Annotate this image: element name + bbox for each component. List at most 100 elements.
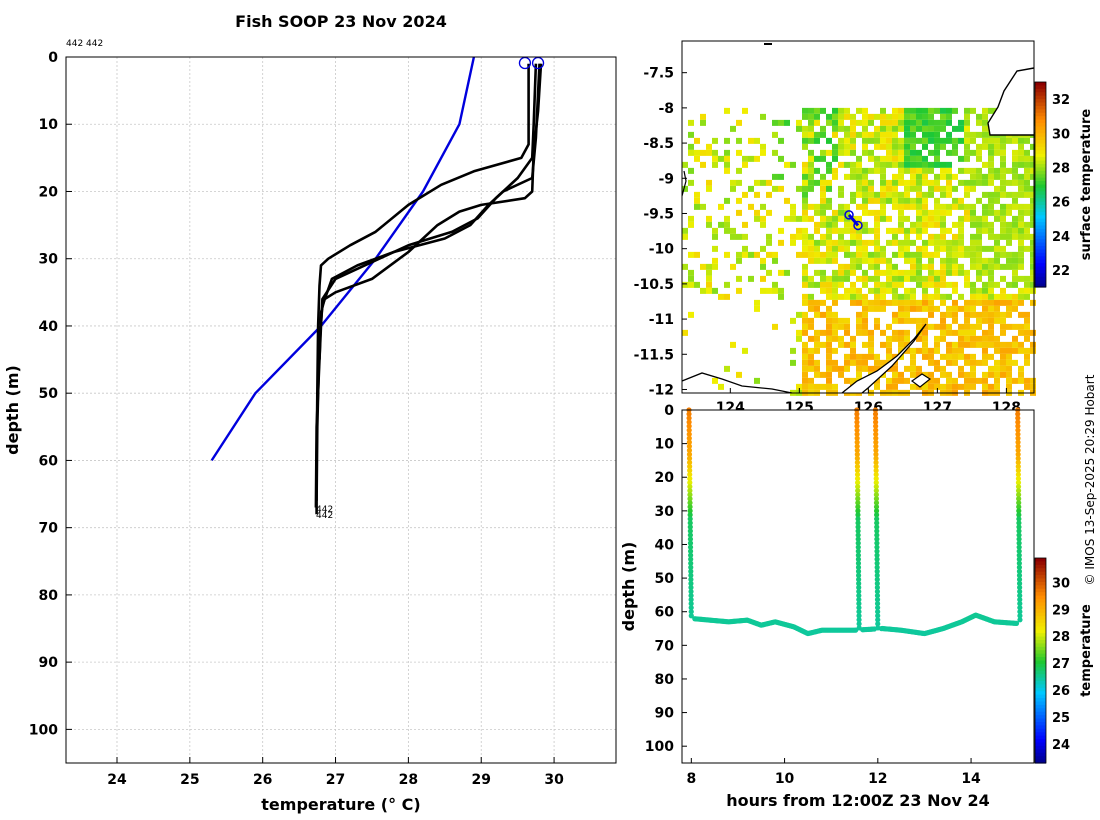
sst-cell [844,359,850,366]
sst-cell [802,161,808,168]
sst-cell [868,167,874,174]
colorbar-segment [1035,715,1046,720]
sst-cell [988,149,994,156]
sst-cell [958,215,964,222]
section-point [874,552,880,558]
map-colorbar-title: surface temperature [1079,109,1094,261]
y-tick-label: 0 [48,50,58,66]
sst-cell [868,227,874,234]
sst-cell [940,257,946,264]
sst-cell [820,191,826,198]
sst-cell [820,179,826,186]
sst-cell [916,335,922,342]
sst-cell [820,269,826,276]
sst-cell [934,251,940,258]
sst-cell [862,353,868,360]
sst-cell [904,269,910,276]
section-point [1016,560,1022,566]
sst-cell [736,149,742,156]
sst-cell [952,251,958,258]
sst-cell [916,179,922,186]
sst-cell [850,251,856,258]
section-point [854,443,860,449]
sst-cell [874,113,880,120]
sst-cell [892,137,898,144]
sst-cell [1012,149,1018,156]
sst-cell [916,275,922,282]
sst-cell [1000,371,1006,378]
colorbar-segment [1035,650,1046,655]
sst-cell [772,257,778,264]
sst-cell [976,173,982,180]
sst-cell [976,239,982,246]
sst-cell [1000,341,1006,348]
sst-cell [904,113,910,120]
sst-cell [844,221,850,228]
sst-cell [838,107,844,114]
colorbar-segment [1035,609,1046,614]
section-point [874,601,881,607]
sst-cell [886,215,892,222]
sst-cell [994,245,1000,252]
sst-cell [964,323,970,330]
sst-cell [706,215,712,222]
sst-cell [988,197,994,204]
sst-cell [832,227,838,234]
x-tick-label: 28 [399,772,418,788]
sst-cell [922,275,928,282]
sst-cell [892,227,898,234]
section-point [686,427,692,433]
map-colorbar-label: 28 [1052,161,1070,176]
sst-cell [976,359,982,366]
section-point [688,613,694,619]
sst-cell [880,341,886,348]
sst-cell [850,221,856,228]
sst-cell [1030,143,1036,150]
sst-cell [844,251,850,258]
section-point [854,431,860,437]
sst-cell [958,335,964,342]
sst-cell [1018,155,1024,162]
sst-cell [892,365,898,372]
sst-cell [826,347,832,354]
sst-cell [982,245,988,252]
colorbar-segment [1035,612,1046,617]
sst-cell [940,227,946,234]
sst-cell [820,233,826,240]
sst-cell [868,239,874,246]
sst-cell [898,209,904,216]
sst-cell [736,167,742,174]
sst-cell [988,137,994,144]
sst-cell [808,323,814,330]
sst-cell [808,131,814,138]
section-point [856,588,862,595]
sst-cell [1006,251,1012,258]
sst-cell [850,161,856,168]
section-point [874,548,880,554]
sst-cell [940,371,946,378]
sst-cell [880,137,886,144]
sst-cell [856,329,862,336]
sst-cell [994,197,1000,204]
sst-cell [964,299,970,306]
sst-cell [832,287,838,294]
section-point [1016,532,1022,538]
sst-cell [952,353,958,360]
section-point [687,488,693,494]
sst-cell [904,341,910,348]
profile-y-label: depth (m) [3,365,22,455]
section-point [854,455,860,462]
sst-cell [694,155,700,162]
sst-cell [928,323,934,330]
colorbar-segment [1035,167,1046,172]
sst-cell [1000,347,1006,354]
sst-cell [694,137,700,144]
sst-cell [1018,233,1024,240]
sst-cell [1024,185,1030,192]
sst-cell [808,317,814,324]
sst-cell [814,239,820,246]
sst-cell [808,335,814,342]
sst-cell [916,371,922,378]
sst-cell [868,275,874,282]
